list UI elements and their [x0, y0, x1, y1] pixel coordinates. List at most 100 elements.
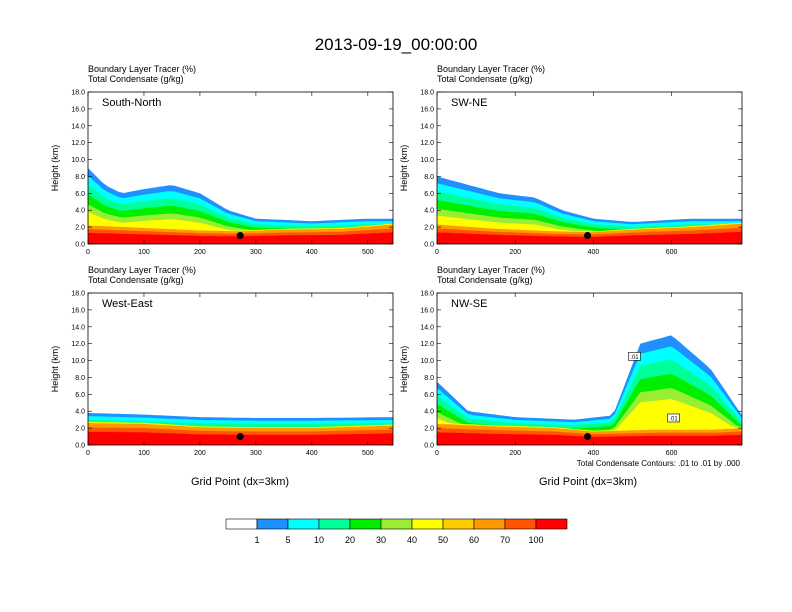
- y-tick-label: 2.0: [424, 225, 434, 232]
- x-tick-label: 100: [138, 249, 150, 256]
- colorbar-label: 20: [345, 535, 355, 545]
- panel-label: SW-NE: [451, 97, 487, 109]
- y-tick-label: 16.0: [71, 307, 85, 314]
- panel-label: West-East: [102, 298, 153, 310]
- panel-title-tracer: Boundary Layer Tracer (%): [437, 265, 545, 275]
- y-tick-label: 6.0: [75, 191, 85, 198]
- panel-title-tracer: Boundary Layer Tracer (%): [88, 64, 196, 74]
- x-tick-label: 100: [138, 450, 150, 457]
- panel-title-tracer: Boundary Layer Tracer (%): [88, 265, 196, 275]
- y-tick-label: 14.0: [420, 324, 434, 331]
- y-tick-label: 8.0: [75, 375, 85, 382]
- y-tick-label: 0.0: [424, 242, 434, 249]
- contour-label-box: [667, 413, 680, 423]
- y-tick-label: 6.0: [75, 392, 85, 399]
- colorbar-swatch: [442, 518, 475, 530]
- x-tick-label: 200: [509, 249, 521, 256]
- y-tick-label: 2.0: [424, 426, 434, 433]
- panel-sw-ne: Boundary Layer Tracer (%)Total Condensat…: [399, 64, 743, 256]
- colorbar-swatch: [349, 518, 382, 530]
- y-tick-label: 0.0: [75, 242, 85, 249]
- y-tick-label: 14.0: [71, 123, 85, 130]
- y-tick-label: 6.0: [424, 191, 434, 198]
- y-tick-label: 18.0: [71, 90, 85, 97]
- colorbar-swatch: [535, 518, 568, 530]
- y-tick-label: 10.0: [420, 358, 434, 365]
- colorbar: 1 5 10 20 30 40 50 60 70 100: [225, 518, 568, 545]
- y-tick-label: 12.0: [71, 341, 85, 348]
- colorbar-swatch: [318, 518, 351, 530]
- y-tick-label: 10.0: [71, 157, 85, 164]
- colorbar-label: 40: [407, 535, 417, 545]
- x-tick-label: 500: [362, 450, 374, 457]
- colorbar-swatch: [287, 518, 320, 530]
- x-tick-label: 300: [250, 249, 262, 256]
- panel-nw-se: Boundary Layer Tracer (%)Total Condensat…: [399, 265, 743, 457]
- x-tick-label: 300: [250, 450, 262, 457]
- main-title: 2013-09-19_00:00:00: [315, 35, 478, 54]
- contour-label-box: [628, 352, 641, 361]
- y-tick-label: 12.0: [420, 140, 434, 147]
- y-tick-label: 4.0: [424, 409, 434, 416]
- x-tick-label: 0: [86, 450, 90, 457]
- x-tick-label: 600: [666, 249, 678, 256]
- contour-label: .01: [669, 416, 678, 422]
- x-tick-label: 200: [509, 450, 521, 457]
- plot-frame: [436, 91, 743, 245]
- colorbar-label: 10: [314, 535, 324, 545]
- y-tick-label: 2.0: [75, 225, 85, 232]
- x-tick-label: 400: [306, 249, 318, 256]
- x-tick-label: 200: [194, 450, 206, 457]
- colorbar-label: 30: [376, 535, 386, 545]
- plot-frame: [87, 292, 394, 446]
- x-tick-label: 400: [588, 450, 600, 457]
- y-tick-label: 10.0: [71, 358, 85, 365]
- y-tick-label: 2.0: [75, 426, 85, 433]
- y-tick-label: 12.0: [420, 341, 434, 348]
- y-tick-label: 14.0: [71, 324, 85, 331]
- plot-frame: [87, 91, 394, 245]
- y-tick-label: 12.0: [71, 140, 85, 147]
- y-axis-label: Height (km): [399, 346, 409, 393]
- x-tick-label: 0: [86, 249, 90, 256]
- y-axis-label: Height (km): [50, 346, 60, 393]
- panel-label: NW-SE: [451, 298, 487, 310]
- y-tick-label: 16.0: [71, 106, 85, 113]
- contour-label: .01: [630, 355, 639, 361]
- x-tick-label: 200: [194, 249, 206, 256]
- colorbar-label: 1: [254, 535, 259, 545]
- y-tick-label: 18.0: [420, 90, 434, 97]
- xlabel-right: Grid Point (dx=3km): [539, 476, 637, 488]
- y-tick-label: 16.0: [420, 106, 434, 113]
- contour-note: Total Condensate Contours: .01 to .01 by…: [577, 459, 741, 468]
- y-tick-label: 0.0: [75, 443, 85, 450]
- colorbar-label: 100: [528, 535, 543, 545]
- y-tick-label: 8.0: [75, 174, 85, 181]
- x-tick-label: 0: [435, 249, 439, 256]
- panel-title-condensate: Total Condensate (g/kg): [437, 74, 533, 84]
- y-tick-label: 14.0: [420, 123, 434, 130]
- colorbar-label: 60: [469, 535, 479, 545]
- y-tick-label: 18.0: [420, 291, 434, 298]
- location-marker: [236, 232, 244, 240]
- y-axis-label: Height (km): [399, 145, 409, 192]
- x-tick-label: 600: [666, 450, 678, 457]
- panel-title-condensate: Total Condensate (g/kg): [88, 74, 184, 84]
- y-tick-label: 8.0: [424, 174, 434, 181]
- y-axis-label: Height (km): [50, 145, 60, 192]
- x-tick-label: 500: [362, 249, 374, 256]
- panel-title-tracer: Boundary Layer Tracer (%): [437, 64, 545, 74]
- panel-west-east: Boundary Layer Tracer (%)Total Condensat…: [50, 265, 394, 457]
- y-tick-label: 10.0: [420, 157, 434, 164]
- y-tick-label: 4.0: [424, 208, 434, 215]
- y-tick-label: 18.0: [71, 291, 85, 298]
- location-marker: [584, 232, 592, 240]
- colorbar-swatch: [380, 518, 413, 530]
- x-tick-label: 400: [306, 450, 318, 457]
- panel-south-north: Boundary Layer Tracer (%)Total Condensat…: [50, 64, 394, 256]
- y-tick-label: 0.0: [424, 443, 434, 450]
- colorbar-label: 5: [285, 535, 290, 545]
- colorbar-swatch: [256, 518, 289, 530]
- colorbar-swatch: [411, 518, 444, 530]
